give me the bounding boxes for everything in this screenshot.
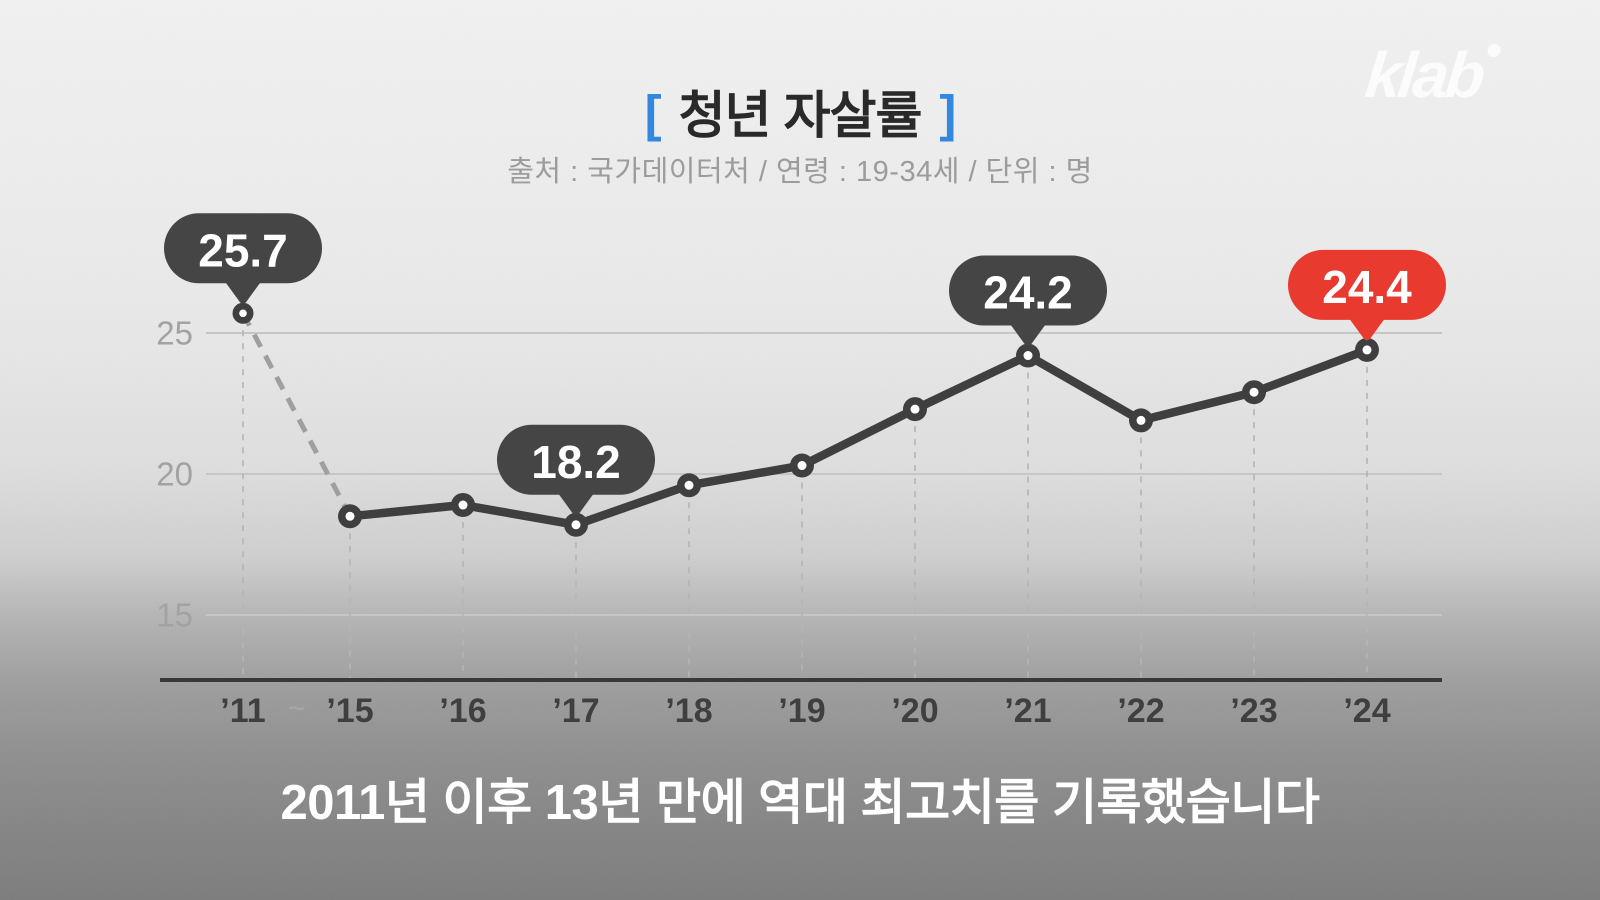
x-axis-label-10: ’24	[1343, 692, 1390, 730]
callout-pointer	[557, 491, 595, 516]
callout-bubble-24.4: 24.4	[1288, 249, 1446, 341]
x-axis-label-1: ’15	[326, 692, 373, 730]
series-layer	[232, 302, 1379, 537]
callout-rect	[949, 255, 1107, 326]
data-point-center-3	[571, 520, 581, 530]
callout-pointer	[1009, 322, 1047, 347]
data-point-center-1	[345, 511, 355, 521]
x-axis-gap-marker: ~	[288, 692, 306, 725]
x-axis-label-4: ’18	[665, 692, 712, 730]
x-axis-label-5: ’19	[778, 692, 825, 730]
callout-pointer	[1348, 316, 1386, 341]
callout-value-label: 25.7	[198, 224, 288, 276]
x-axis-label-2: ’16	[439, 692, 486, 730]
x-axis-label-6: ’20	[891, 692, 938, 730]
callout-rect	[1288, 249, 1446, 320]
y-tick-label-20: 20	[156, 456, 193, 493]
data-point-center-10	[1362, 345, 1372, 355]
x-axis-label-7: ’21	[1004, 692, 1051, 730]
callout-bubble-24.2: 24.2	[949, 255, 1107, 347]
callout-bubble-25.7: 25.7	[164, 213, 322, 304]
data-point-center-4	[684, 480, 694, 490]
x-axis-label-3: ’17	[552, 692, 599, 730]
x-axis-layer: ’11 ’15 ’16 ’17 ’18 ’19 ’20 ’21 ’22 ’23 ’24 ~	[160, 678, 1442, 730]
data-point-center-9	[1249, 387, 1259, 397]
data-point-center-8	[1136, 415, 1146, 425]
data-point-center-7	[1023, 351, 1033, 361]
y-tick-label-15: 15	[156, 597, 193, 634]
callout-bubble-18.2: 18.2	[497, 424, 655, 516]
callout-value-label: 18.2	[531, 436, 621, 488]
x-axis-label-9: ’23	[1230, 692, 1277, 730]
callout-bubbles-layer: 25.7 18.2 24.2 24.4	[164, 213, 1446, 516]
data-point-center-2	[458, 500, 468, 510]
data-point-center-0	[239, 309, 247, 318]
series-line	[345, 345, 1372, 530]
y-tick-label-25: 25	[156, 315, 193, 352]
callout-value-label: 24.4	[1322, 261, 1412, 313]
callout-pointer	[224, 280, 262, 304]
x-axis-label-0: ’11	[220, 692, 265, 730]
data-point-center-5	[797, 461, 807, 471]
callout-value-label: 24.2	[983, 267, 1073, 319]
x-axis-label-8: ’22	[1117, 692, 1164, 730]
data-point-center-6	[910, 404, 920, 414]
callout-rect	[164, 213, 322, 284]
gridlines-layer: 25 20 15	[156, 315, 1442, 680]
callout-rect	[497, 424, 655, 495]
bottom-caption: 2011년 이후 13년 만에 역대 최고치를 기록했습니다	[280, 776, 1320, 830]
